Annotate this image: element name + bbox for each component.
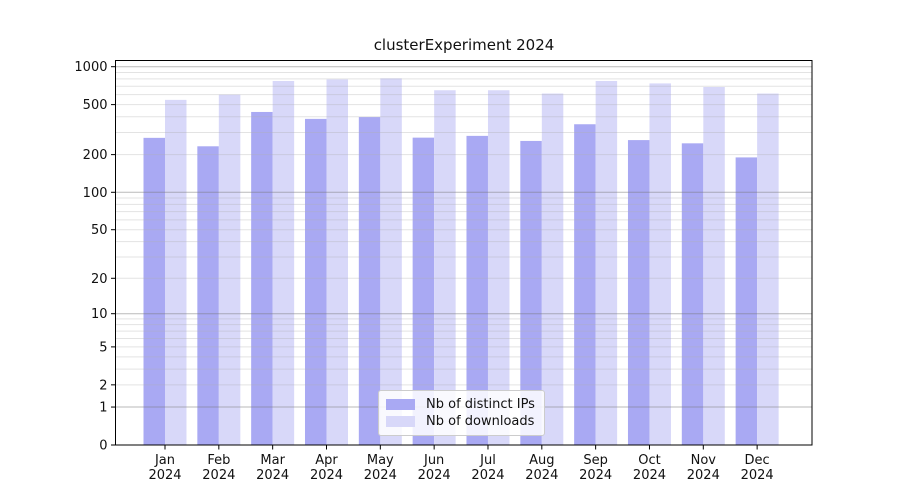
bar-nb-of-distinct-ips-aug: [520, 140, 542, 445]
legend-label-distinct-ips: Nb of distinct IPs: [426, 397, 535, 412]
legend-swatch-downloads: [386, 416, 415, 427]
x-tick-label-month: Jul: [479, 453, 496, 468]
bar-nb-of-distinct-ips-sep: [574, 124, 596, 445]
x-tick-label-month: Sep: [583, 453, 608, 468]
bar-nb-of-downloads-oct: [649, 83, 671, 445]
y-tick-label: 100: [83, 186, 108, 201]
bar-nb-of-downloads-apr: [326, 79, 348, 445]
bar-nb-of-downloads-nov: [703, 86, 725, 445]
x-tick-label-month: Aug: [529, 453, 554, 468]
x-tick-label-year: 2024: [741, 468, 774, 483]
legend-label-downloads: Nb of downloads: [426, 414, 535, 429]
x-tick-label-month: Mar: [260, 453, 285, 468]
y-tick-label: 0: [99, 439, 107, 454]
chart-title: clusterExperiment 2024: [373, 36, 555, 54]
bar-nb-of-distinct-ips-nov: [681, 143, 704, 445]
x-tick-label-month: Dec: [745, 453, 770, 468]
x-tick-label-month: Oct: [638, 453, 660, 468]
x-tick-label-month: Apr: [315, 453, 338, 468]
x-tick-label-year: 2024: [418, 468, 451, 483]
x-tick-label-year: 2024: [471, 468, 504, 483]
x-tick-label-month: May: [367, 453, 394, 468]
bar-nb-of-distinct-ips-dec: [735, 157, 758, 446]
bar-nb-of-downloads-feb: [218, 94, 241, 446]
x-tick-label-year: 2024: [525, 468, 558, 483]
bar-nb-of-distinct-ips-jun: [412, 137, 435, 445]
bar-nb-of-distinct-ips-oct: [627, 140, 650, 445]
y-tick-label: 200: [83, 148, 108, 163]
x-tick-label-year: 2024: [364, 468, 397, 483]
bar-nb-of-downloads-dec: [757, 93, 779, 445]
plot-frame: [115, 60, 813, 446]
x-tick-label-year: 2024: [202, 468, 235, 483]
y-tick-label: 10: [91, 307, 108, 322]
bar-nb-of-distinct-ips-mar: [251, 111, 273, 446]
bar-nb-of-distinct-ips-jul: [466, 135, 488, 446]
x-tick-label-month: Feb: [207, 453, 230, 468]
legend-item-downloads: Nb of downloads: [386, 414, 537, 429]
x-tick-label-year: 2024: [256, 468, 289, 483]
x-tick-label-month: Nov: [691, 453, 717, 468]
legend-swatch-distinct-ips: [386, 399, 415, 410]
bar-nb-of-downloads-jul: [487, 90, 510, 446]
legend-item-distinct-ips: Nb of distinct IPs: [386, 397, 537, 412]
y-tick-label: 20: [91, 272, 108, 287]
x-tick-label-year: 2024: [687, 468, 720, 483]
bar-nb-of-downloads-sep: [595, 80, 618, 446]
bar-nb-of-distinct-ips-may: [358, 117, 381, 445]
bar-nb-of-downloads-aug: [541, 93, 564, 445]
x-tick-label-year: 2024: [633, 468, 666, 483]
x-tick-label-month: Jan: [154, 453, 175, 468]
bar-nb-of-downloads-jun: [434, 90, 456, 446]
y-tick-label: 5: [99, 340, 107, 355]
bar-nb-of-distinct-ips-apr: [304, 118, 327, 445]
x-tick-label-year: 2024: [579, 468, 612, 483]
legend: Nb of distinct IPs Nb of downloads: [378, 390, 545, 436]
bar-nb-of-distinct-ips-jan: [143, 137, 165, 445]
x-tick-label-year: 2024: [310, 468, 343, 483]
x-tick-label-month: Jun: [423, 453, 444, 468]
y-tick-label: 2: [99, 378, 107, 393]
y-tick-label: 1: [99, 401, 107, 416]
y-tick-label: 500: [83, 98, 108, 113]
bar-nb-of-downloads-mar: [272, 80, 295, 446]
x-tick-label-year: 2024: [148, 468, 181, 483]
bar-nb-of-downloads-jan: [165, 99, 187, 445]
bar-nb-of-distinct-ips-feb: [197, 146, 219, 445]
bar-nb-of-downloads-may: [380, 78, 402, 446]
y-tick-label: 1000: [74, 60, 107, 75]
y-tick-label: 50: [91, 223, 108, 238]
